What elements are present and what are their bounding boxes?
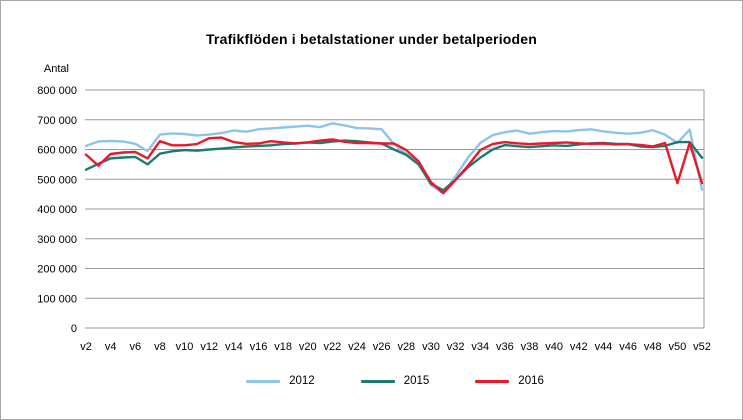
x-axis-tick-label: v12 (200, 341, 218, 353)
x-axis-tick-label: v28 (397, 341, 415, 353)
legend-swatch-2016 (475, 379, 510, 383)
legend-label-2016: 2016 (518, 375, 544, 387)
y-axis-tick-label: 100 000 (37, 293, 77, 305)
chart-title: Trafikflöden i betalstationer under beta… (205, 31, 538, 47)
y-axis-tick-label: 600 000 (37, 145, 77, 157)
y-axis-tick-label: 0 (71, 323, 77, 335)
x-axis-tick-label: v48 (644, 341, 662, 353)
y-axis-tick-label: 500 000 (37, 174, 77, 186)
legend-item-2012: 2012 (246, 375, 315, 387)
x-axis-tick-label: v52 (693, 341, 711, 353)
series-line-2012 (84, 122, 704, 195)
x-axis-tick-label: v38 (521, 341, 539, 353)
x-axis-tick-label: v46 (619, 341, 637, 353)
x-axis-tick-label: v14 (225, 341, 243, 353)
x-axis-tick-label: v10 (176, 341, 194, 353)
x-axis-tick-label: v42 (570, 341, 588, 353)
legend-swatch-2015 (360, 379, 395, 383)
x-axis-tick-label: v34 (471, 341, 489, 353)
y-axis-title: Antal (43, 63, 69, 75)
legend-item-2016: 2016 (475, 375, 544, 387)
x-axis-tick-label: v22 (324, 341, 342, 353)
x-axis-tick-label: v4 (105, 341, 117, 353)
y-axis-tick-label: 800 000 (37, 85, 77, 97)
x-axis-tick-label: v32 (447, 341, 465, 353)
x-axis-tick-label: v36 (496, 341, 514, 353)
legend-item-2015: 2015 (360, 375, 430, 387)
series-line-2016 (84, 136, 704, 195)
x-axis-tick-label: v8 (154, 341, 166, 353)
y-axis-tick-label: 200 000 (37, 264, 77, 276)
y-axis-tick-label: 700 000 (37, 115, 77, 127)
x-axis-tick-label: v26 (373, 341, 391, 353)
y-axis-tick-label: 400 000 (37, 204, 77, 216)
x-axis-tick-label: v6 (129, 341, 141, 353)
x-axis-tick-label: v20 (299, 341, 317, 353)
series-line-2015 (84, 139, 704, 192)
legend-label-2012: 2012 (289, 375, 315, 387)
x-axis-tick-label: v44 (595, 341, 613, 353)
x-axis-tick-label: v2 (80, 341, 92, 353)
y-axis-tick-label: 300 000 (37, 234, 77, 246)
x-axis-tick-label: v24 (348, 341, 366, 353)
legend: 2012 2015 2016 (86, 375, 704, 387)
legend-swatch-2012 (246, 379, 281, 383)
legend-label-2015: 2015 (403, 375, 430, 387)
x-axis-tick-label: v16 (250, 341, 268, 353)
x-axis-tick-label: v30 (422, 341, 440, 353)
x-axis-tick-label: v40 (545, 341, 563, 353)
x-axis-tick-label: v50 (668, 341, 686, 353)
x-axis-tick-label: v18 (274, 341, 292, 353)
